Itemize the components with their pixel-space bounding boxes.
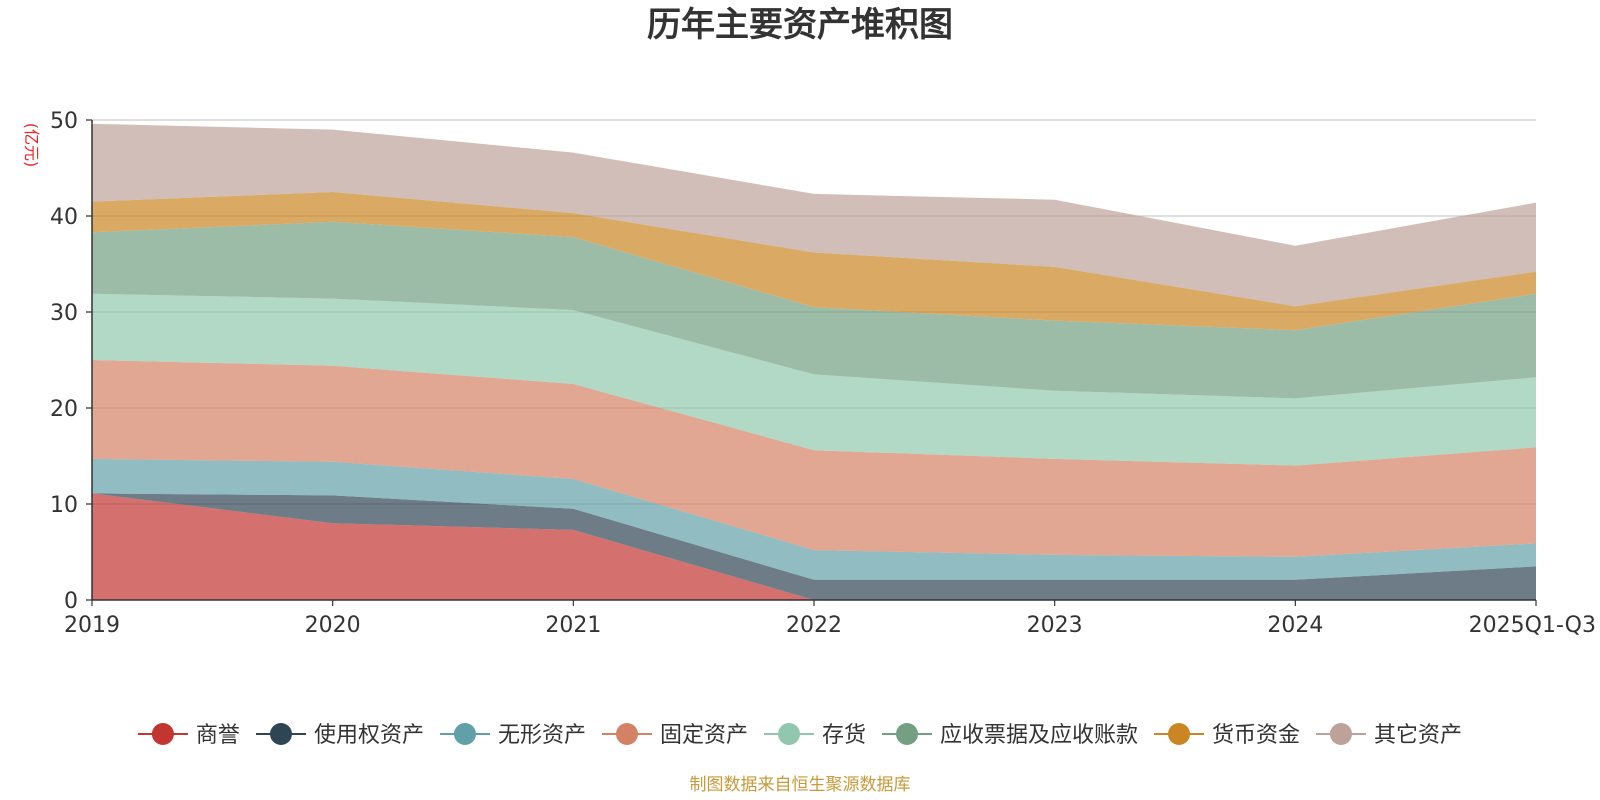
legend-label: 货币资金 [1212,723,1300,748]
legend-label: 固定资产 [660,723,748,748]
legend-item-4[interactable]: 存货 [764,723,866,748]
x-tick-label: 2023 [1027,613,1083,638]
area-series-3 [92,360,1536,557]
y-tick-label: 30 [50,301,78,326]
legend-marker [616,723,638,745]
legend-item-0[interactable]: 商誉 [137,723,240,748]
legend-label: 应收票据及应收账款 [940,723,1138,748]
x-tick-label: 2025Q1-Q3 [1469,613,1596,638]
y-axis-unit-label: (亿元) [22,123,41,168]
legend-marker [1330,723,1352,745]
area-series-1 [92,493,1536,600]
y-tick-label: 40 [50,205,78,230]
area-series-group [92,123,1536,600]
legend-label: 商誉 [196,723,240,748]
y-tick-label: 20 [50,397,78,422]
legend-item-3[interactable]: 固定资产 [602,723,748,748]
area-series-5 [92,221,1536,399]
y-tick-label: 0 [64,589,78,614]
y-tick-label: 10 [50,493,78,518]
x-tick-label: 2022 [786,613,842,638]
legend-marker [896,723,918,745]
area-series-2 [92,458,1536,580]
legend-label: 使用权资产 [314,723,424,748]
area-series-4 [92,293,1536,466]
legend-label: 其它资产 [1374,723,1462,748]
x-tick-label: 2020 [305,613,361,638]
legend-marker [1168,723,1190,745]
legend-item-7[interactable]: 其它资产 [1316,723,1462,748]
x-tick-label: 2021 [545,613,601,638]
x-tick-label: 2024 [1267,613,1323,638]
area-series-0 [92,493,1536,600]
area-series-7 [92,123,1536,307]
legend-marker [454,723,476,745]
y-tick-label: 50 [50,109,78,134]
area-series-6 [92,192,1536,331]
legend-item-5[interactable]: 应收票据及应收账款 [882,723,1138,748]
legend-item-2[interactable]: 无形资产 [440,723,586,748]
source-note: 制图数据来自恒生聚源数据库 [690,775,911,795]
legend: 商誉 使用权资产 无形资产 固定资产 存货 应收票据及应收账款 货币资金 其它资产 [137,723,1462,748]
axes: 0 10 20 30 40 50 2019 2020 2021 2022 2023 2024 2025Q… [50,109,1596,638]
legend-label: 存货 [822,723,866,748]
chart-title: 历年主要资产堆积图 [647,5,953,45]
legend-label: 无形资产 [498,723,586,748]
legend-marker [778,723,800,745]
legend-marker [270,723,292,745]
x-tick-label: 2019 [64,613,120,638]
legend-item-6[interactable]: 货币资金 [1154,723,1300,748]
legend-item-1[interactable]: 使用权资产 [256,723,424,748]
legend-marker [151,723,174,745]
